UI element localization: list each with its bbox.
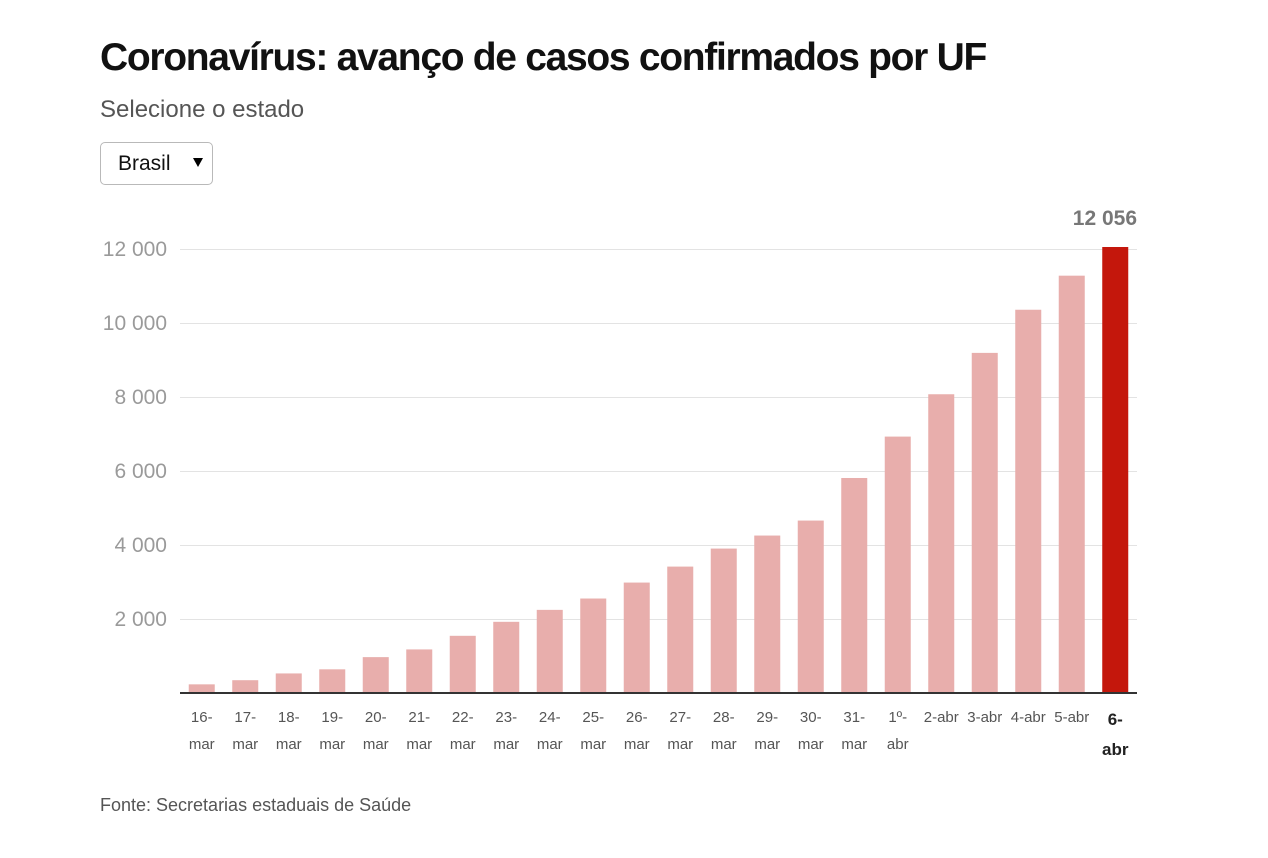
x-tick-label: 28-mar: [710, 709, 737, 753]
bar[interactable]: [1015, 309, 1042, 693]
x-tick-label-highlighted: 6-abr: [1102, 710, 1129, 759]
bar[interactable]: [841, 477, 868, 693]
bar[interactable]: [667, 566, 694, 693]
x-tick-label: 30-mar: [797, 709, 824, 753]
bar[interactable]: [275, 673, 302, 693]
highlighted-value-label: 12 056: [1072, 207, 1137, 230]
bar[interactable]: [884, 436, 911, 693]
bar[interactable]: [797, 520, 824, 693]
x-tick-label: 18-mar: [275, 709, 302, 753]
x-tick-label: 24-mar: [536, 709, 563, 753]
bar[interactable]: [406, 649, 433, 693]
bar[interactable]: [232, 680, 259, 693]
y-tick-label: 8 000: [114, 385, 167, 409]
bar[interactable]: [710, 548, 737, 693]
x-tick-label: 31-mar: [841, 709, 868, 753]
state-select-prompt: Selecione o estado: [100, 96, 305, 123]
bar[interactable]: [1058, 275, 1085, 693]
bar[interactable]: [754, 535, 781, 693]
y-tick-label: 6 000: [114, 459, 167, 483]
y-tick-label: 4 000: [114, 533, 167, 557]
bar[interactable]: [536, 609, 563, 693]
x-tick-label: 4-abr: [1010, 709, 1046, 726]
x-tick-label: 29-mar: [754, 709, 781, 753]
y-tick-label: 2 000: [114, 607, 167, 631]
caret-down-icon: [193, 158, 203, 167]
x-tick-label: 26-mar: [623, 709, 650, 753]
bar[interactable]: [580, 598, 607, 693]
x-tick-label: 2-abr: [923, 709, 959, 726]
x-tick-label: 21-mar: [406, 709, 433, 753]
highlighted-bar[interactable]: [1102, 247, 1129, 693]
source-note: Fonte: Secretarias estaduais de Saúde: [100, 795, 412, 815]
y-tick-label: 10 000: [102, 311, 167, 335]
bar[interactable]: [623, 582, 650, 693]
bar[interactable]: [362, 657, 389, 693]
y-tick-label: 12 000: [102, 237, 167, 261]
bar[interactable]: [319, 669, 346, 693]
x-tick-label: 23-mar: [493, 709, 520, 753]
plot-area: [180, 247, 1137, 694]
x-tick-label: 3-abr: [967, 709, 1003, 726]
x-tick-label: 16-mar: [188, 709, 215, 753]
x-tick-label: 19-mar: [319, 709, 346, 753]
bar[interactable]: [188, 684, 215, 693]
chart-title: Coronavírus: avanço de casos confirmados…: [100, 36, 987, 79]
x-tick-label: 27-mar: [667, 709, 694, 753]
x-tick-label: 5-abr: [1054, 709, 1090, 726]
x-tick-label: 17-mar: [232, 709, 259, 753]
x-tick-label: 1º-abr: [886, 709, 909, 753]
state-select[interactable]: Brasil: [100, 142, 213, 185]
state-select-value: Brasil: [118, 152, 171, 175]
x-tick-label: 25-mar: [580, 709, 607, 753]
x-tick-label: 20-mar: [362, 709, 389, 753]
bar[interactable]: [493, 621, 520, 693]
bar-chart: 2 000 4 000 6 000 8 000 10 000 12 000 16-mar 17…: [80, 200, 1180, 770]
bar[interactable]: [449, 635, 476, 693]
bar[interactable]: [971, 352, 998, 693]
bar[interactable]: [928, 394, 955, 693]
x-tick-label: 22-mar: [449, 709, 476, 753]
